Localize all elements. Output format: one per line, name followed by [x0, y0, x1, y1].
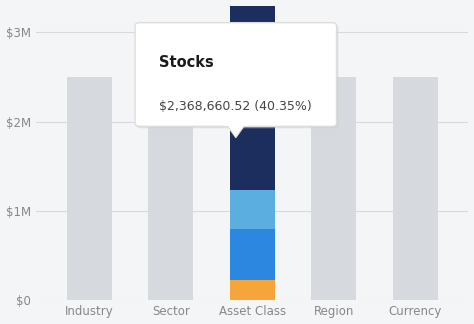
Bar	[230, 228, 275, 280]
Bar	[393, 77, 438, 300]
Bar	[230, 0, 275, 190]
Bar	[230, 77, 275, 300]
Text: Stocks: Stocks	[159, 55, 214, 70]
Bar	[230, 190, 275, 228]
Bar	[148, 77, 193, 300]
Text: $2,368,660.52 (40.35%): $2,368,660.52 (40.35%)	[159, 100, 311, 113]
Bar	[230, 280, 275, 300]
Bar	[311, 77, 356, 300]
Bar	[67, 77, 112, 300]
